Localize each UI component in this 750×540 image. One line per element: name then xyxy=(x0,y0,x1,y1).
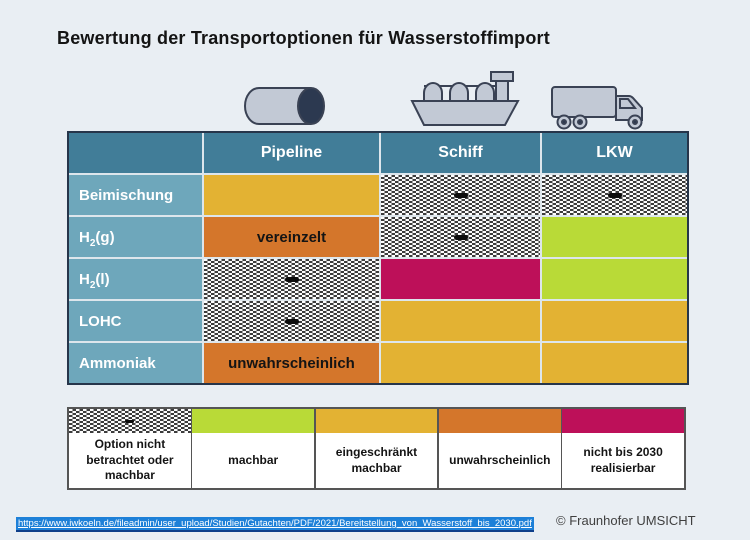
legend-label: eingeschränkt machbar xyxy=(335,445,418,475)
copyright-text: © Fraunhofer UMSICHT xyxy=(556,513,696,528)
table-cell xyxy=(381,301,540,341)
table-cell xyxy=(381,259,540,299)
dash-mark xyxy=(284,276,299,282)
table-cell: unwahrscheinlich xyxy=(204,343,379,383)
legend-swatch-orange xyxy=(438,409,561,433)
legend-swatch-yellow xyxy=(315,409,438,433)
dash-mark xyxy=(453,234,468,240)
table-cell xyxy=(542,217,687,257)
legend-item-unwahrscheinlich: unwahrscheinlich xyxy=(438,409,561,488)
dash-mark xyxy=(607,192,622,198)
table-cell xyxy=(381,175,540,215)
row-label-beimischung: Beimischung xyxy=(69,175,202,215)
column-header-pipeline: Pipeline xyxy=(204,133,379,173)
legend-item-nicht2030: nicht bis 2030 realisierbar xyxy=(562,409,684,488)
legend-label: Option nicht betrachtet oder machbar xyxy=(86,437,174,483)
legend-label: machbar xyxy=(228,452,279,467)
dash-mark xyxy=(125,419,135,423)
table-cell xyxy=(204,175,379,215)
table-cell xyxy=(542,301,687,341)
table-cell xyxy=(204,259,379,299)
table-cell xyxy=(542,259,687,299)
table-cell xyxy=(204,301,379,341)
corner-cell xyxy=(69,133,202,173)
table-cell xyxy=(542,343,687,383)
legend-item-machbar: machbar xyxy=(192,409,315,488)
page-title: Bewertung der Transportoptionen für Wass… xyxy=(57,28,550,48)
table-cell xyxy=(381,343,540,383)
legend-swatch-green xyxy=(192,409,315,433)
legend-swatch-magenta xyxy=(562,409,684,433)
table-cell xyxy=(542,175,687,215)
row-label-lohc: LOHC xyxy=(69,301,202,341)
ship-icon xyxy=(410,71,520,126)
dash-mark xyxy=(453,192,468,198)
dash-mark xyxy=(284,318,299,324)
legend-item-na: Option nicht betrachtet oder machbar xyxy=(69,409,191,488)
transport-icons xyxy=(0,64,750,130)
table-cell xyxy=(381,217,540,257)
pipeline-icon xyxy=(244,87,325,125)
legend-swatch-hatched xyxy=(69,409,191,433)
legend-item-eingeschraenkt: eingeschränkt machbar xyxy=(315,409,438,488)
legend-label: nicht bis 2030 realisierbar xyxy=(583,445,663,475)
legend: Option nicht betrachtet oder machbar mac… xyxy=(67,407,686,490)
legend-label: unwahrscheinlich xyxy=(449,452,551,467)
column-header-schiff: Schiff xyxy=(381,133,540,173)
truck-icon xyxy=(551,86,643,130)
row-label-ammoniak: Ammoniak xyxy=(69,343,202,383)
table-cell: vereinzelt xyxy=(204,217,379,257)
column-header-lkw: LKW xyxy=(542,133,687,173)
source-link[interactable]: https://www.iwkoeln.de/fileadmin/user_up… xyxy=(16,517,534,532)
